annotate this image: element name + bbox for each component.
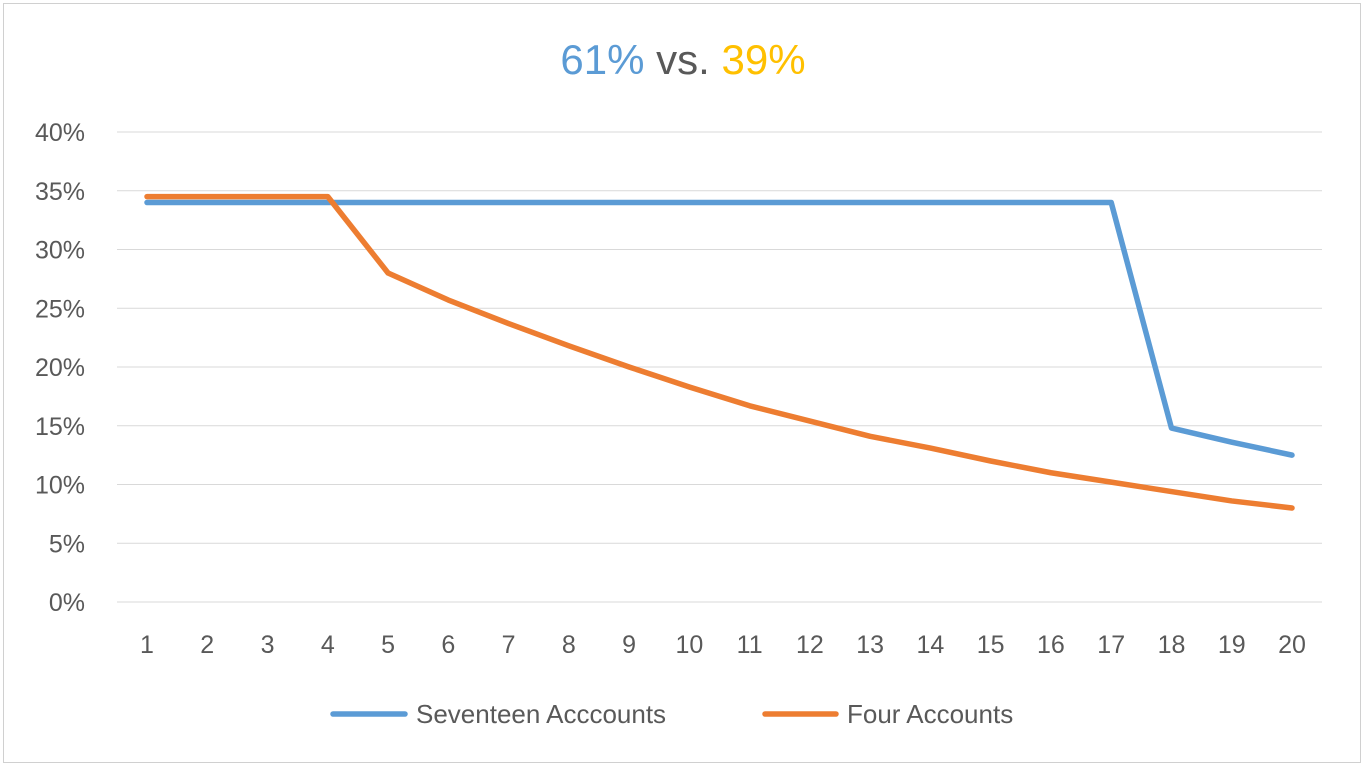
x-tick-label: 17 — [1097, 631, 1125, 659]
y-tick-label: 15% — [35, 413, 85, 441]
x-tick-label: 18 — [1158, 631, 1186, 659]
x-tick-label: 13 — [856, 631, 884, 659]
x-tick-label: 7 — [502, 631, 516, 659]
title-part-2: vs. — [656, 36, 710, 83]
y-tick-label: 0% — [49, 589, 85, 617]
legend-label: Four Accounts — [847, 699, 1013, 729]
x-axis-ticks: 1 2 3 4 5 6 7 8 9 10 11 12 13 14 15 16 17 18 19 20 — [140, 631, 1306, 659]
y-tick-label: 25% — [35, 295, 85, 323]
y-tick-label: 5% — [49, 530, 85, 558]
x-tick-label: 3 — [261, 631, 275, 659]
x-tick-label: 8 — [562, 631, 576, 659]
y-tick-label: 40% — [35, 119, 85, 147]
chart-frame — [3, 3, 1361, 763]
x-tick-label: 6 — [441, 631, 455, 659]
legend: Seventeen Acccounts Four Accounts — [330, 699, 1013, 729]
x-tick-label: 9 — [622, 631, 636, 659]
title-part-3: 39% — [721, 36, 806, 83]
y-tick-label: 35% — [35, 178, 85, 206]
x-tick-label: 10 — [675, 631, 703, 659]
x-tick-label: 12 — [796, 631, 824, 659]
x-tick-label: 11 — [737, 631, 763, 659]
y-axis-ticks: 0% 5% 10% 15% 20% 25% 30% 35% 40% — [35, 119, 85, 617]
x-tick-label: 20 — [1278, 631, 1306, 659]
y-tick-label: 10% — [35, 472, 85, 500]
x-tick-label: 16 — [1037, 631, 1065, 659]
x-tick-label: 2 — [200, 631, 214, 659]
legend-label: Seventeen Acccounts — [416, 699, 666, 729]
y-tick-label: 20% — [35, 354, 85, 382]
title-part-1: 61% — [560, 36, 645, 83]
y-tick-label: 30% — [35, 237, 85, 265]
x-tick-label: 19 — [1218, 631, 1246, 659]
x-tick-label: 5 — [381, 631, 395, 659]
x-tick-label: 15 — [977, 631, 1005, 659]
chart-title: 61% vs. 39% — [0, 34, 1366, 86]
x-tick-label: 14 — [917, 631, 945, 659]
x-tick-label: 1 — [140, 631, 154, 659]
series-lines — [144, 193, 1295, 511]
series-line-1 — [144, 199, 1295, 458]
x-tick-label: 4 — [321, 631, 335, 659]
series-line-2 — [144, 193, 1295, 511]
